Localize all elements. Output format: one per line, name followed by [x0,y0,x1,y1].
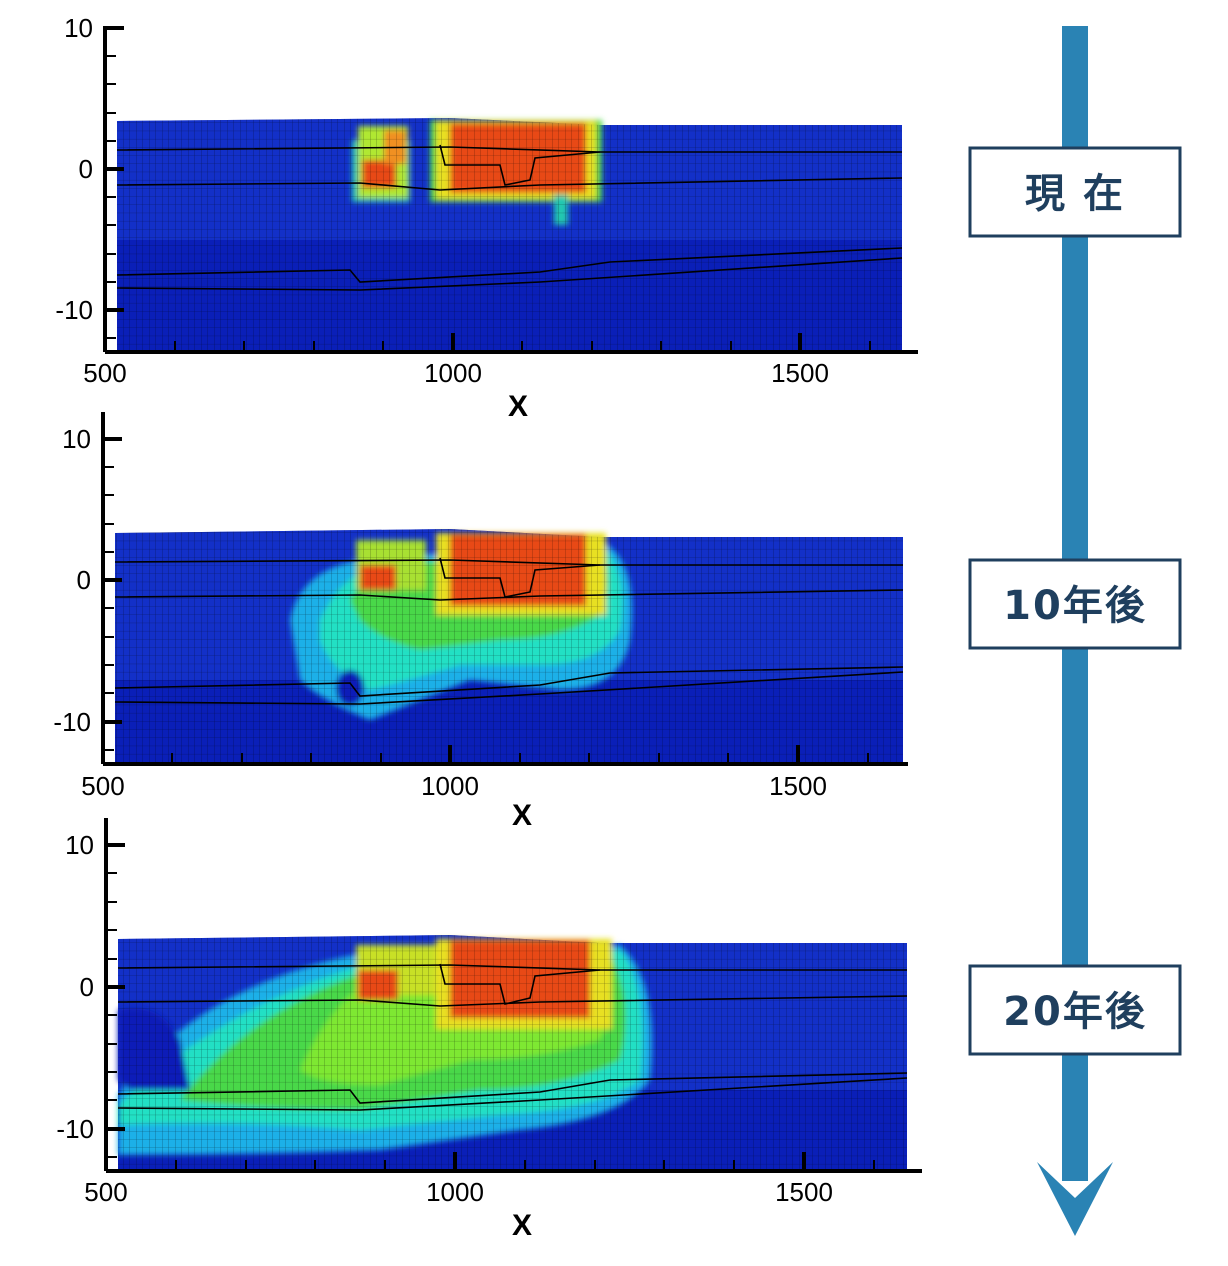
y-tick-label: 0 [80,972,94,1002]
axes: 10 0 -10 500 1000 1500 X [55,13,918,423]
x-axis-title: X [512,799,532,832]
x-tick-label: 1000 [424,358,482,388]
x-tick-label: 1500 [769,771,827,801]
y-tick-label: -10 [56,1114,94,1144]
x-tick-label: 500 [84,1177,127,1207]
time-label: 10年後 [968,558,1182,650]
time-label: 現 在 [968,146,1182,238]
time-label-text: 現 在 [1025,171,1125,217]
panel-current: 10 0 -10 500 1000 1500 X 現 在 [55,13,1182,423]
axes: 10 0 -10 500 1000 1500 X [56,818,922,1242]
heatmap-field [117,935,908,1170]
y-tick-label: 0 [79,154,93,184]
y-tick-label: 0 [77,565,91,595]
x-axis-title: X [512,1209,532,1242]
y-tick-label: 10 [64,13,93,43]
x-tick-label: 1000 [421,771,479,801]
time-label-text: 20年後 [1003,989,1147,1035]
axes: 10 0 -10 500 1000 1500 X [53,412,908,832]
panel-20-years: 10 0 -10 500 1000 1500 X 20年後 [56,818,1182,1242]
x-tick-label: 1500 [771,358,829,388]
x-axis-title: X [508,390,528,423]
y-tick-label: -10 [53,707,91,737]
time-label-text: 10年後 [1003,583,1147,629]
heatmap-field [114,529,904,763]
y-tick-label: 10 [65,830,94,860]
y-tick-label: -10 [55,295,93,325]
x-tick-label: 1000 [426,1177,484,1207]
heatmap-field [116,118,903,350]
time-label: 20年後 [968,964,1182,1056]
timeline-arrow-head [1037,1162,1113,1236]
panel-10-years: 10 0 -10 500 1000 1500 X 10年後 [53,412,1182,832]
y-tick-label: 10 [62,424,91,454]
x-tick-label: 1500 [775,1177,833,1207]
x-tick-label: 500 [81,771,124,801]
x-tick-label: 500 [83,358,126,388]
